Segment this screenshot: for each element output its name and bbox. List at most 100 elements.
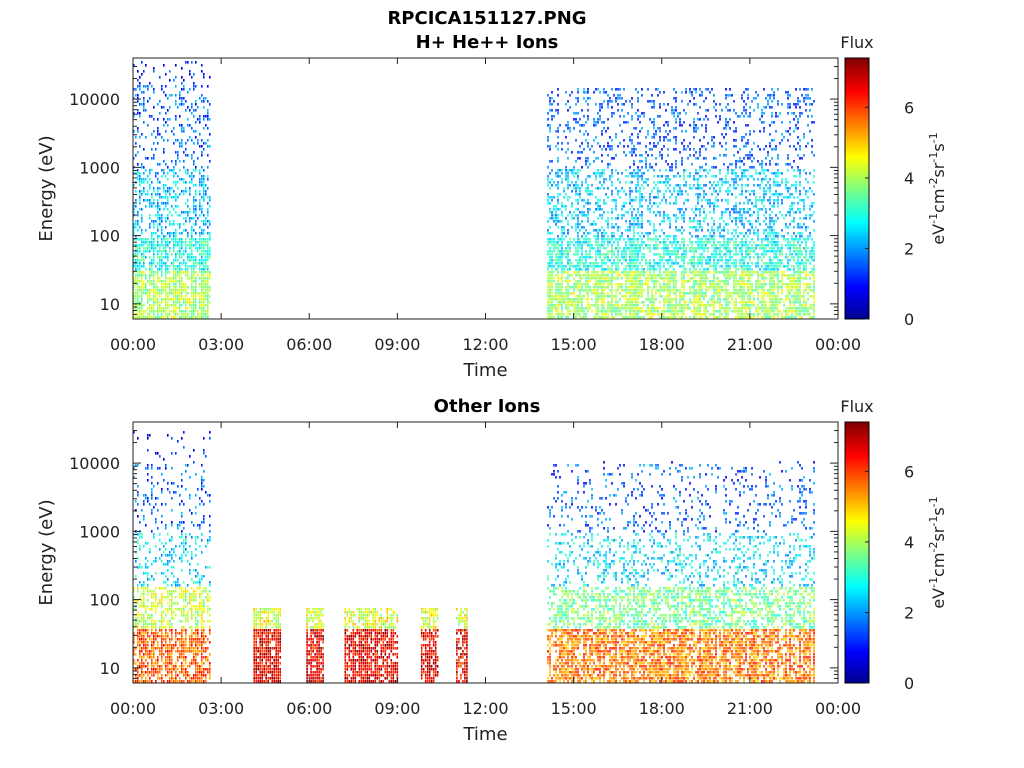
flux-cell — [665, 169, 667, 172]
flux-cell — [691, 259, 693, 262]
flux-cell — [593, 91, 595, 94]
flux-cell — [715, 316, 717, 319]
flux-cell — [197, 142, 199, 145]
flux-cell — [611, 301, 613, 304]
flux-cell — [653, 145, 655, 148]
flux-cell — [639, 226, 641, 229]
flux-cell — [587, 142, 589, 145]
flux-cell — [709, 265, 711, 268]
flux-cell — [169, 280, 171, 283]
flux-cell — [571, 202, 573, 205]
flux-cell — [755, 196, 757, 199]
flux-cell — [649, 244, 651, 247]
flux-cell — [655, 289, 657, 292]
flux-cell — [651, 280, 653, 283]
flux-cell — [683, 244, 685, 247]
flux-cell — [713, 259, 715, 262]
flux-cell — [183, 271, 185, 274]
flux-cell — [581, 298, 583, 301]
flux-cell — [565, 166, 567, 169]
flux-cell — [159, 76, 161, 79]
flux-cell — [735, 244, 737, 247]
flux-cell — [635, 292, 637, 295]
flux-cell — [649, 307, 651, 310]
flux-cell — [549, 262, 551, 265]
flux-cell — [657, 142, 659, 145]
flux-cell — [711, 298, 713, 301]
flux-cell — [601, 295, 603, 298]
flux-cell — [681, 190, 683, 193]
flux-cell — [607, 103, 609, 106]
flux-cell — [619, 235, 621, 238]
flux-cell — [565, 280, 567, 283]
flux-cell — [701, 94, 703, 97]
flux-cell — [677, 115, 679, 118]
flux-cell — [641, 310, 643, 313]
flux-cell — [195, 223, 197, 226]
flux-cell — [605, 193, 607, 196]
flux-cell — [591, 145, 593, 148]
flux-cell — [137, 277, 139, 280]
flux-cell — [589, 289, 591, 292]
flux-cell — [595, 313, 597, 316]
flux-cell — [177, 214, 179, 217]
flux-cell — [629, 301, 631, 304]
flux-cell — [745, 238, 747, 241]
flux-cell — [567, 109, 569, 112]
flux-cell — [603, 100, 605, 103]
flux-cell — [737, 160, 739, 163]
flux-cell — [727, 124, 729, 127]
flux-cell — [605, 277, 607, 280]
flux-cell — [581, 283, 583, 286]
flux-cell — [681, 292, 683, 295]
flux-cell — [187, 205, 189, 208]
flux-cell — [663, 310, 665, 313]
flux-cell — [597, 112, 599, 115]
flux-cell — [143, 259, 145, 262]
flux-cell — [621, 232, 623, 235]
flux-cell — [673, 97, 675, 100]
flux-cell — [617, 253, 619, 256]
flux-cell — [689, 175, 691, 178]
flux-cell — [737, 184, 739, 187]
flux-cell — [605, 316, 607, 319]
flux-cell — [623, 250, 625, 253]
flux-cell — [665, 298, 667, 301]
flux-cell — [141, 178, 143, 181]
flux-cell — [159, 133, 161, 136]
flux-cell — [631, 244, 633, 247]
flux-cell — [679, 193, 681, 196]
flux-cell — [611, 88, 613, 91]
flux-cell — [631, 103, 633, 106]
flux-cell — [557, 181, 559, 184]
flux-cell — [653, 106, 655, 109]
flux-cell — [735, 292, 737, 295]
flux-cell — [149, 97, 151, 100]
flux-cell — [203, 127, 205, 130]
flux-cell — [169, 223, 171, 226]
flux-cell — [683, 148, 685, 151]
flux-cell — [635, 154, 637, 157]
flux-cell — [577, 313, 579, 316]
flux-cell — [689, 220, 691, 223]
flux-cell — [645, 298, 647, 301]
flux-cell — [575, 184, 577, 187]
flux-cell — [573, 187, 575, 190]
flux-cell — [757, 160, 759, 163]
flux-cell — [745, 247, 747, 250]
flux-cell — [729, 109, 731, 112]
flux-cell — [141, 103, 143, 106]
flux-cell — [157, 301, 159, 304]
flux-cell — [699, 247, 701, 250]
flux-cell — [615, 295, 617, 298]
flux-cell — [755, 205, 757, 208]
flux-cell — [155, 271, 157, 274]
flux-cell — [163, 118, 165, 121]
flux-cell — [139, 178, 141, 181]
flux-cell — [175, 241, 177, 244]
flux-cell — [741, 178, 743, 181]
flux-cell — [555, 109, 557, 112]
flux-cell — [203, 175, 205, 178]
flux-cell — [575, 286, 577, 289]
flux-cell — [599, 172, 601, 175]
